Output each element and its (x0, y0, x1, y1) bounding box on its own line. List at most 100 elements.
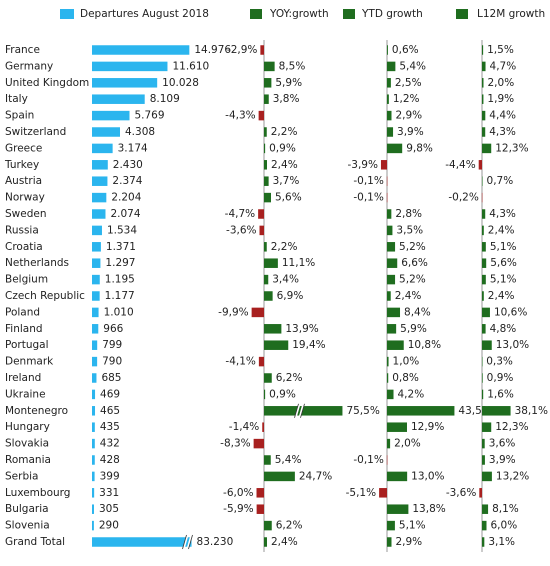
value-label: 2,9% (395, 536, 422, 548)
value-label: 13,0% (411, 470, 444, 482)
category-label: Montenegro (5, 405, 68, 417)
category-label: Serbia (5, 470, 38, 482)
bar (92, 307, 99, 318)
value-label: 1.010 (104, 306, 134, 318)
value-label: 2,5% (395, 77, 422, 89)
value-label: 12,3% (495, 142, 528, 154)
bar (92, 324, 99, 334)
value-label: 4,4% (489, 110, 516, 122)
legend-swatch (60, 9, 74, 19)
value-label: 6,2% (276, 520, 303, 532)
bar (92, 291, 100, 301)
value-label: 432 (100, 438, 120, 450)
bar (92, 225, 102, 236)
bar (386, 192, 388, 203)
bar (482, 438, 485, 449)
bar (92, 537, 192, 547)
category-label: Grand Total (5, 536, 65, 548)
value-label: 2.074 (110, 208, 140, 220)
category-label: Bulgaria (5, 503, 49, 515)
bar (264, 291, 273, 301)
value-label: 6,6% (401, 257, 428, 269)
value-label: 331 (99, 487, 119, 499)
bar (482, 307, 490, 318)
value-label: 5,6% (275, 192, 302, 204)
bar (264, 324, 282, 334)
category-label: Denmark (5, 356, 54, 368)
bar (264, 242, 267, 252)
value-label: 0,9% (487, 372, 514, 384)
value-label: -5,9% (223, 503, 253, 515)
bar (264, 471, 295, 482)
value-label: -4,1% (225, 356, 255, 368)
category-label: Ireland (5, 372, 41, 384)
bar (387, 324, 397, 334)
value-label: 11,1% (282, 257, 315, 269)
category-label: Germany (5, 60, 53, 72)
value-label: 12,3% (495, 421, 528, 433)
bar (387, 389, 394, 400)
category-label: France (5, 44, 40, 56)
value-label: 10.028 (162, 77, 199, 89)
value-label: 38,1% (515, 405, 548, 417)
value-label: -4,7% (225, 208, 255, 220)
value-label: 2,4% (488, 290, 515, 302)
bar (264, 94, 269, 104)
bar (387, 504, 409, 514)
bar (387, 356, 389, 367)
value-label: -3,6% (226, 224, 256, 236)
bar (482, 61, 486, 72)
value-label: 0,9% (269, 388, 296, 400)
bar (92, 471, 95, 482)
bar (92, 78, 158, 88)
bar (481, 192, 483, 203)
value-label: 790 (102, 356, 122, 368)
value-label: 5,2% (399, 241, 426, 253)
axis-break (294, 403, 299, 418)
value-label: 2,9% (395, 110, 422, 122)
bar (264, 176, 269, 186)
value-label: 1.534 (107, 224, 137, 236)
axis-break (186, 534, 193, 550)
value-label: 465 (100, 405, 120, 417)
bar (92, 258, 101, 268)
value-label: 799 (102, 339, 122, 351)
value-label: 2,8% (395, 208, 422, 220)
bar (387, 143, 403, 154)
bar (264, 78, 272, 88)
bar (380, 160, 387, 170)
value-label: 4.308 (125, 126, 155, 138)
bar (264, 340, 289, 350)
value-label: 399 (100, 470, 120, 482)
bar (264, 406, 343, 416)
bar (92, 209, 106, 219)
axis-break (182, 534, 187, 550)
bar (482, 340, 492, 350)
value-label: 966 (103, 323, 123, 335)
bar (479, 488, 482, 498)
legend-swatch (343, 9, 355, 19)
value-label: 12,9% (411, 421, 444, 433)
value-label: 2,4% (488, 224, 515, 236)
value-label: 428 (100, 454, 120, 466)
bar (92, 160, 108, 170)
value-label: 2.204 (111, 192, 141, 204)
value-label: 4,3% (489, 208, 516, 220)
value-label: 1.297 (105, 257, 135, 269)
value-label: 9,8% (406, 142, 433, 154)
bar (264, 537, 267, 547)
bar (92, 127, 121, 137)
bar (92, 45, 190, 55)
category-label: Finland (5, 323, 43, 335)
axis-break (182, 534, 189, 550)
value-label: 5,1% (399, 520, 426, 532)
bar (482, 258, 487, 268)
value-label: 5,4% (399, 60, 426, 72)
bar (387, 209, 392, 219)
value-label: 2,2% (271, 241, 298, 253)
bar (482, 45, 484, 55)
bar (387, 471, 408, 482)
bar (264, 127, 267, 137)
value-label: 1.371 (106, 241, 136, 253)
bar (482, 127, 486, 137)
